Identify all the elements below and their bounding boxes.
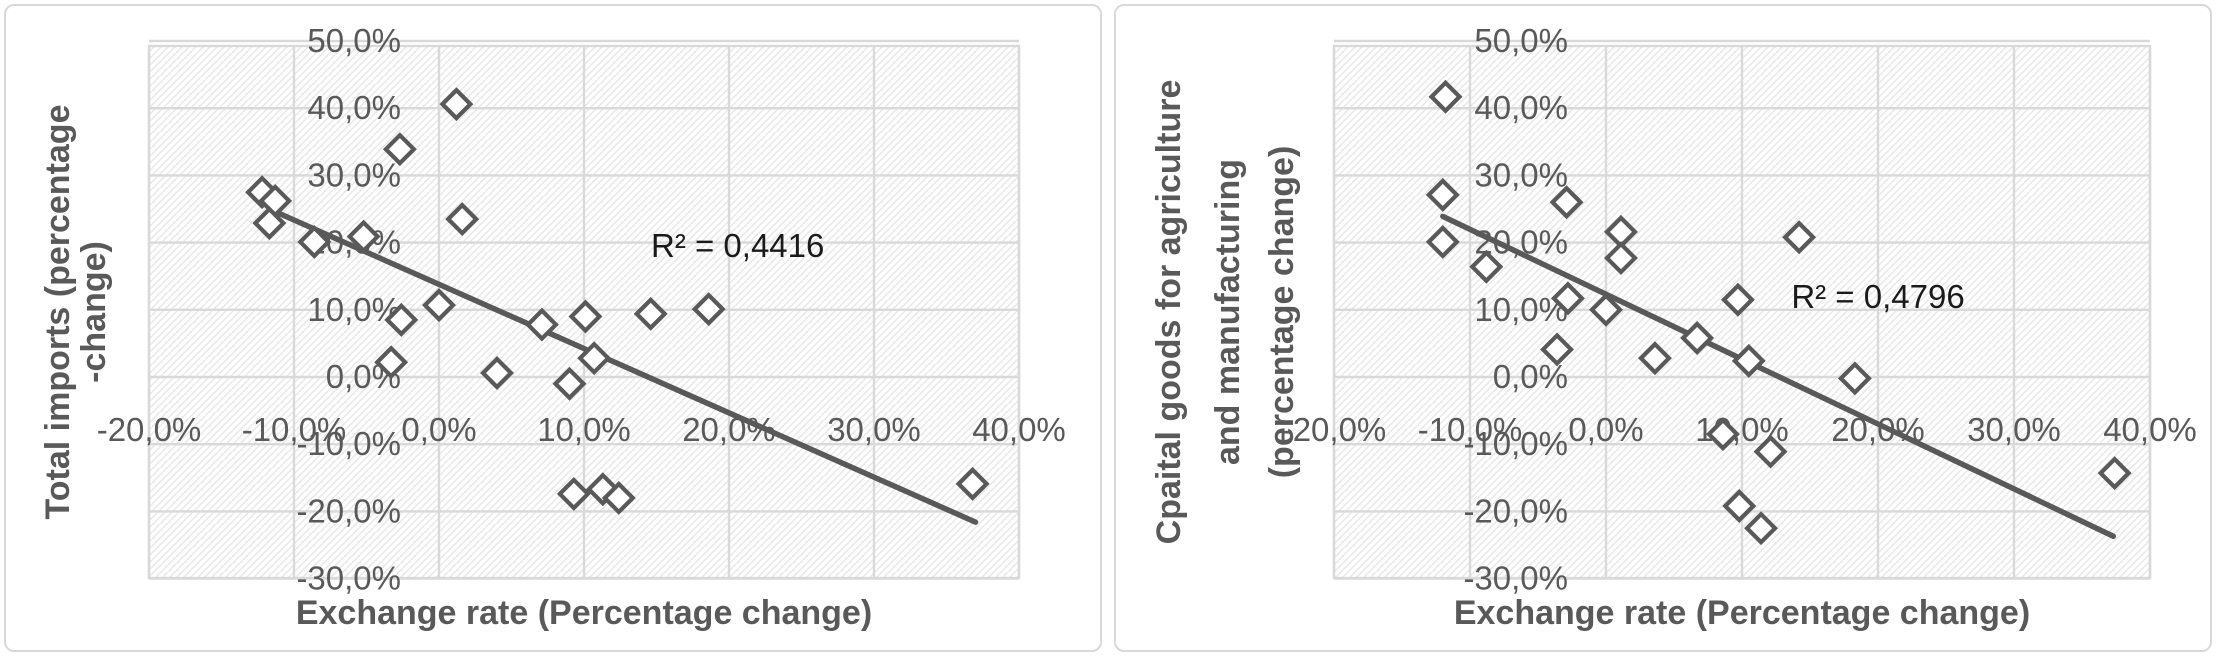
data-point-marker[interactable] bbox=[1603, 241, 1638, 276]
data-point-marker[interactable] bbox=[346, 219, 381, 254]
y-tick-label: 30,0% bbox=[1474, 156, 1568, 193]
data-point-marker[interactable] bbox=[633, 296, 668, 331]
data-point-marker[interactable] bbox=[955, 466, 990, 501]
y-tick-label: -20,0% bbox=[296, 492, 401, 529]
data-point-marker[interactable] bbox=[252, 206, 287, 241]
y-axis-title-line[interactable]: and manufacturing bbox=[1209, 159, 1247, 465]
y-tick-label: 50,0% bbox=[307, 22, 401, 59]
data-point-marker[interactable] bbox=[1549, 185, 1584, 220]
x-tick-label: 10,0% bbox=[537, 411, 631, 448]
y-axis-title-line[interactable]: Total imports (percentage bbox=[39, 105, 77, 520]
data-point-marker[interactable] bbox=[1705, 417, 1740, 452]
data-point-marker[interactable] bbox=[524, 307, 559, 342]
y-tick-label: -10,0% bbox=[296, 425, 401, 462]
data-point-marker[interactable] bbox=[577, 341, 612, 376]
data-point-marker[interactable] bbox=[374, 345, 409, 380]
scatter-plot: 50,0%40,0%30,0%20,0%10,0%0,0%-10,0%-20,0… bbox=[1150, 22, 2197, 632]
data-point-marker[interactable] bbox=[1720, 282, 1755, 317]
data-point-marker[interactable] bbox=[297, 224, 332, 259]
y-axis-title-line[interactable]: Cpaital goods for agriculture bbox=[1150, 80, 1188, 545]
data-point-marker[interactable] bbox=[1782, 220, 1817, 255]
data-series bbox=[1425, 79, 2132, 546]
x-tick-label: -20,0% bbox=[1282, 411, 1387, 448]
y-tick-label: 10,0% bbox=[307, 291, 401, 328]
y-tick-label: 30,0% bbox=[307, 156, 401, 193]
y-tick-label: -20,0% bbox=[1463, 492, 1568, 529]
data-point-marker[interactable] bbox=[1722, 489, 1757, 523]
x-tick-label: 40,0% bbox=[972, 411, 1066, 448]
data-point-marker[interactable] bbox=[1837, 361, 1872, 396]
y-axis-title-line[interactable]: (percentage change) bbox=[1263, 146, 1301, 479]
scatter-plot: 50,0%40,0%30,0%20,0%10,0%0,0%-10,0%-20,0… bbox=[39, 22, 1066, 632]
data-point-marker[interactable] bbox=[1680, 321, 1715, 355]
data-point-marker[interactable] bbox=[439, 87, 474, 122]
y-tick-label: 50,0% bbox=[1474, 22, 1568, 59]
plot-border bbox=[1332, 44, 2152, 580]
y-tick-label: 40,0% bbox=[307, 89, 401, 126]
x-tick-label: 0,0% bbox=[1568, 411, 1643, 448]
x-axis-title[interactable]: Exchange rate (Percentage change) bbox=[1454, 594, 2030, 632]
data-point-marker[interactable] bbox=[2097, 456, 2132, 491]
y-tick-label: -10,0% bbox=[1463, 425, 1568, 462]
data-point-marker[interactable] bbox=[1425, 224, 1460, 259]
data-point-marker[interactable] bbox=[445, 202, 480, 237]
y-axis-title-line[interactable]: -change) bbox=[75, 241, 113, 383]
data-point-marker[interactable] bbox=[556, 476, 591, 511]
x-tick-label: 40,0% bbox=[2103, 411, 2197, 448]
gridlines bbox=[147, 39, 1021, 580]
r-squared-label[interactable]: R² = 0,4796 bbox=[1791, 278, 1964, 315]
data-point-marker[interactable] bbox=[1540, 332, 1575, 367]
trendline[interactable] bbox=[270, 208, 979, 525]
data-point-marker[interactable] bbox=[1425, 177, 1460, 212]
trendline[interactable] bbox=[1440, 213, 2117, 540]
data-point-marker[interactable] bbox=[1589, 292, 1623, 327]
x-axis-title[interactable]: Exchange rate (Percentage change) bbox=[296, 594, 872, 632]
data-point-marker[interactable] bbox=[1550, 281, 1585, 316]
data-point-marker[interactable] bbox=[691, 292, 726, 327]
x-tick-label: -10,0% bbox=[242, 411, 347, 448]
chart-total-imports[interactable]: 50,0%40,0%30,0%20,0%10,0%0,0%-10,0%-20,0… bbox=[4, 4, 1102, 652]
data-point-marker[interactable] bbox=[1744, 511, 1779, 546]
data-point-marker[interactable] bbox=[1753, 434, 1788, 469]
chart-capital-goods[interactable]: 50,0% 40,0% 30,0% 20,0% 10,0% 0,0% -10,0% -20,0… bbox=[1114, 4, 2212, 652]
data-point-marker[interactable] bbox=[384, 302, 419, 337]
y-tick-label: -30,0% bbox=[1463, 560, 1568, 597]
data-point-marker[interactable] bbox=[480, 355, 514, 390]
x-tick-label: -10,0% bbox=[1418, 411, 1523, 448]
data-point-marker[interactable] bbox=[1731, 343, 1766, 378]
data-point-marker[interactable] bbox=[601, 480, 636, 515]
x-tick-label: 30,0% bbox=[1967, 411, 2061, 448]
x-tick-label: 0,0% bbox=[401, 411, 476, 448]
data-point-marker[interactable] bbox=[382, 132, 417, 167]
plot-border bbox=[147, 44, 1021, 580]
data-point-marker[interactable] bbox=[1637, 341, 1672, 376]
data-point-marker[interactable] bbox=[422, 288, 456, 323]
y-tick-label: 40,0% bbox=[1474, 89, 1568, 126]
data-point-marker[interactable] bbox=[1469, 249, 1504, 284]
data-series bbox=[245, 87, 990, 515]
data-point-marker[interactable] bbox=[552, 366, 587, 401]
data-point-marker[interactable] bbox=[1428, 79, 1463, 114]
y-tick-label: -30,0% bbox=[296, 560, 401, 597]
x-tick-label: -20,0% bbox=[97, 411, 202, 448]
x-tick-label: 30,0% bbox=[827, 411, 921, 448]
data-point-marker[interactable] bbox=[568, 299, 603, 334]
r-squared-label[interactable]: R² = 0,4416 bbox=[651, 227, 824, 264]
